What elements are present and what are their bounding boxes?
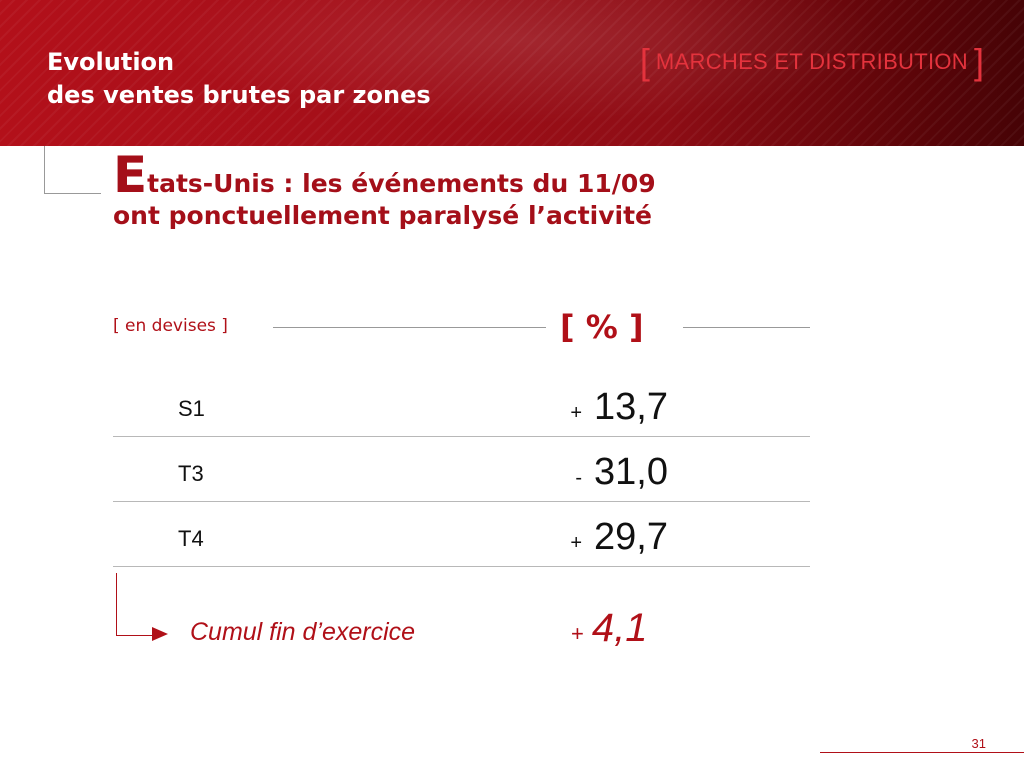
section-bracket-close: ]	[973, 41, 984, 82]
cumul-value: + 4,1	[571, 606, 647, 651]
table-row: T4 + 29,7	[113, 502, 810, 567]
sales-table: S1 + 13,7 T3 - 31,0 T4 + 29,7	[113, 372, 810, 567]
section-bracket-open: [	[639, 41, 650, 82]
row-value: - 31,0	[575, 451, 668, 494]
main-heading: Etats-Unis : les événements du 11/09 ont…	[113, 150, 656, 235]
unit-divider-left	[273, 327, 546, 328]
row-sign: +	[570, 532, 583, 554]
heading-line2: ont ponctuellement paralysé l’activité	[113, 201, 652, 230]
unit-row: [ en devises ] [ % ]	[113, 308, 810, 348]
heading-drop-cap: E	[113, 146, 148, 204]
slide-title-line1: Evolution	[47, 48, 175, 76]
row-period-label: S1	[178, 396, 205, 421]
row-value: + 29,7	[570, 516, 668, 559]
section-label: MARCHES ET DISTRIBUTION	[655, 49, 968, 74]
section-tag: [ MARCHES ET DISTRIBUTION ]	[634, 44, 990, 80]
row-number: 29,7	[594, 516, 668, 558]
cumul-label: Cumul fin d’exercice	[190, 618, 416, 646]
table-row: S1 + 13,7	[113, 372, 810, 437]
unit-divider-right	[683, 327, 810, 328]
cumul-number: 4,1	[591, 606, 648, 650]
percent-unit-label: [ % ]	[560, 308, 644, 346]
row-number: 31,0	[594, 451, 668, 493]
footer-divider	[820, 752, 1024, 753]
cumul-sign: +	[571, 621, 584, 646]
slide-title-line2: des ventes brutes par zones	[47, 81, 431, 109]
heading-corner-decoration	[44, 146, 101, 194]
row-sign: +	[570, 402, 583, 424]
row-period-label: T4	[178, 526, 204, 551]
row-period-label: T3	[178, 461, 204, 486]
currency-unit-label: [ en devises ]	[113, 316, 228, 336]
row-value: + 13,7	[570, 386, 668, 429]
table-row: T3 - 31,0	[113, 437, 810, 502]
slide-title: Evolution des ventes brutes par zones	[47, 46, 431, 112]
page-number: 31	[971, 736, 986, 751]
row-number: 13,7	[594, 386, 668, 428]
header-banner: Evolution des ventes brutes par zones [ …	[0, 0, 1024, 146]
cumul-connector-line	[116, 573, 157, 636]
row-sign: -	[575, 467, 583, 489]
heading-line1: tats-Unis : les événements du 11/09	[147, 169, 656, 198]
arrow-right-icon	[152, 627, 168, 641]
